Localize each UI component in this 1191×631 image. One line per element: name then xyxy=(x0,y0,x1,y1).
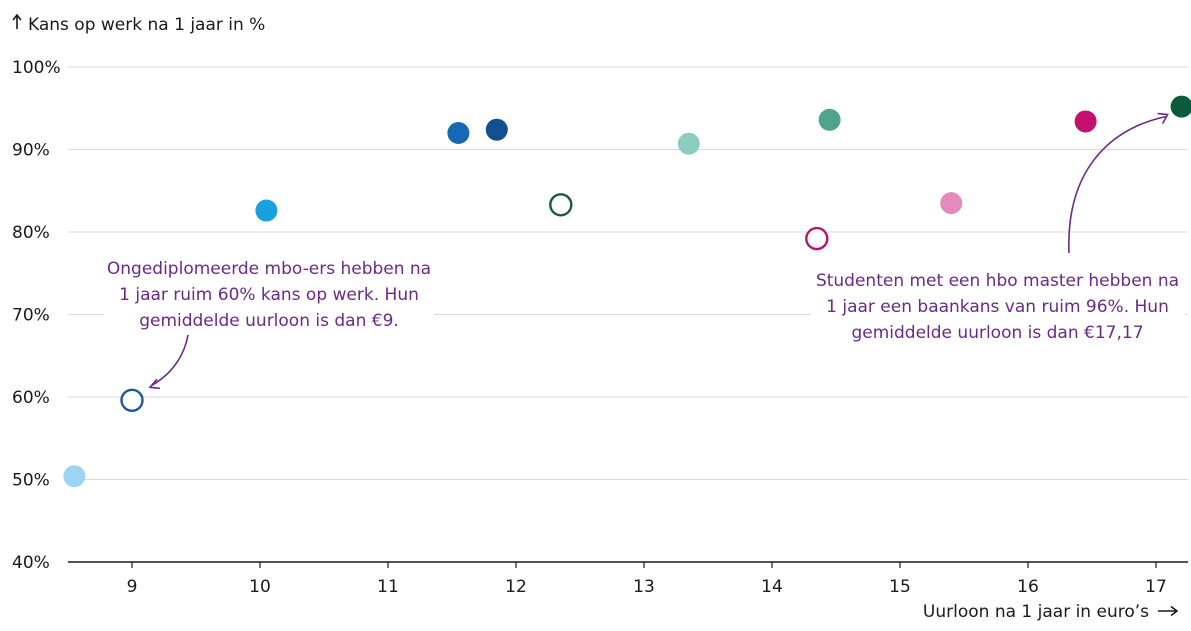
y-axis-label-text: Kans op werk na 1 jaar in % xyxy=(28,15,266,35)
annotation-arrow-right xyxy=(1068,115,1166,254)
y-tick-label: 70% xyxy=(12,306,50,326)
data-point xyxy=(677,132,700,155)
x-tick-label: 10 xyxy=(249,577,271,597)
data-point xyxy=(549,193,573,217)
axes: 40% 50% 60% 70% 80% 90% 100% 9 10 11 12 13 14 15 16 17 xyxy=(12,58,1188,597)
data-point xyxy=(63,465,86,488)
annotation-arrowhead-right xyxy=(1157,112,1169,124)
annotation-arrowhead-left xyxy=(148,378,161,390)
data-point xyxy=(120,388,144,412)
data-point xyxy=(1074,110,1097,133)
annotation-arrows xyxy=(148,112,1169,390)
y-tick-label: 40% xyxy=(12,553,50,573)
x-tick-label: 14 xyxy=(761,577,783,597)
y-axis-label: Kans op werk na 1 jaar in % xyxy=(12,13,266,35)
y-tick-label: 90% xyxy=(12,141,50,161)
data-point xyxy=(805,226,829,251)
x-tick-label: 9 xyxy=(127,577,138,597)
x-tick-label: 11 xyxy=(377,577,399,597)
data-point xyxy=(1170,95,1191,118)
x-tick-label: 12 xyxy=(505,577,527,597)
x-tick-label: 16 xyxy=(1017,577,1039,597)
annotation-left: Ongediplomeerde mbo-ers hebben na 1 jaar… xyxy=(104,256,434,334)
x-axis-label-text: Uurloon na 1 jaar in euro’s xyxy=(922,602,1149,622)
data-point xyxy=(447,122,470,144)
data-points xyxy=(63,95,1191,488)
x-tick-label: 17 xyxy=(1145,577,1167,597)
y-tick-label: 80% xyxy=(12,223,50,243)
y-tick-label: 60% xyxy=(12,388,50,408)
y-tick-label: 50% xyxy=(12,471,50,491)
data-point xyxy=(940,192,963,215)
arrow-right-icon xyxy=(1157,602,1179,622)
arrow-up-icon xyxy=(12,13,22,35)
x-axis-label: Uurloon na 1 jaar in euro’s xyxy=(923,602,1179,622)
annotation-right: Studenten met een hbo master hebben na 1… xyxy=(810,268,1185,346)
y-tick-label: 100% xyxy=(12,58,61,78)
x-tick-label: 15 xyxy=(889,577,911,597)
x-tick-label: 13 xyxy=(633,577,655,597)
data-point xyxy=(485,118,508,141)
data-point xyxy=(818,108,841,131)
annotation-arrow-left xyxy=(151,334,189,386)
data-point xyxy=(255,199,278,222)
